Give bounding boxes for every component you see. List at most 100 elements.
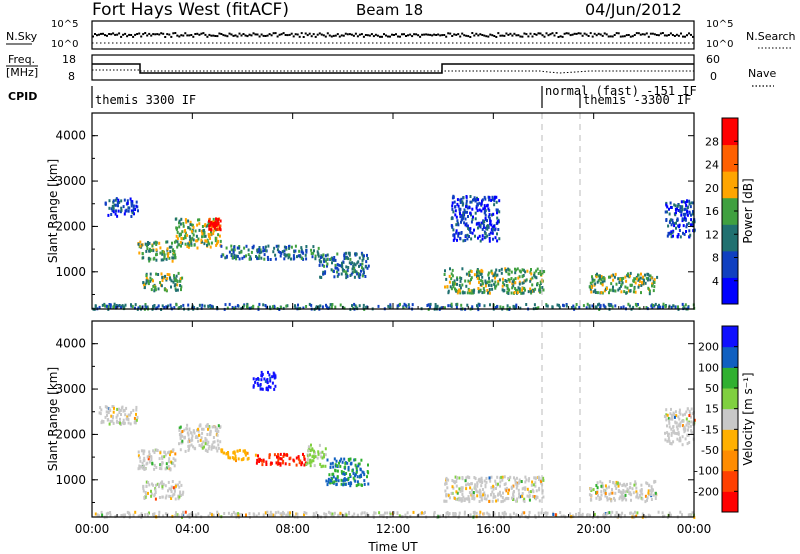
nsky-point — [374, 33, 377, 36]
data-cell-1-12 — [109, 511, 112, 514]
data-cell-0-5 — [259, 248, 262, 252]
data-cell-1-8 — [485, 476, 488, 480]
nsky-point — [260, 33, 263, 36]
data-cell-0-2 — [191, 236, 194, 240]
data-cell-1-0 — [118, 411, 121, 414]
nsky-point — [236, 35, 239, 38]
data-cell-0-8 — [594, 291, 597, 294]
data-cell-0-11 — [466, 303, 469, 307]
data-cell-0-8 — [640, 291, 642, 295]
data-cell-1-5 — [309, 464, 312, 468]
data-cell-0-7 — [477, 269, 480, 273]
data-cell-0-10 — [453, 237, 456, 241]
data-cell-0-11 — [427, 303, 430, 307]
data-cell-1-1 — [152, 449, 155, 453]
data-cell-1-12 — [647, 513, 650, 517]
data-cell-0-11 — [169, 303, 172, 307]
nsky-point — [469, 36, 472, 38]
data-cell-1-7 — [168, 487, 171, 491]
data-cell-0-10 — [461, 216, 464, 220]
data-cell-0-5 — [240, 250, 243, 254]
nsky-point — [437, 33, 440, 36]
data-cell-1-12 — [360, 512, 363, 516]
data-cell-1-12 — [237, 512, 240, 516]
data-cell-1-1 — [137, 467, 140, 471]
data-cell-0-10 — [495, 200, 498, 204]
data-cell-1-11 — [266, 381, 269, 385]
data-cell-1-4 — [303, 457, 306, 461]
data-cell-0-5 — [235, 254, 238, 258]
data-cell-1-6 — [329, 481, 332, 485]
data-cell-1-12 — [331, 512, 334, 516]
x-tick-label: 12:00 — [376, 522, 411, 536]
data-cell-0-8 — [601, 283, 604, 287]
data-cell-0-10 — [462, 239, 465, 243]
data-cell-1-8 — [447, 494, 450, 498]
data-cell-0-6 — [357, 272, 360, 276]
data-cell-0-10 — [485, 226, 487, 230]
data-cell-0-9 — [669, 218, 672, 222]
nsky-point — [116, 33, 119, 36]
data-cell-0-10 — [476, 209, 479, 213]
data-cell-0-7 — [535, 276, 538, 280]
data-cell-1-3 — [246, 451, 249, 455]
nsky-point — [531, 35, 534, 38]
data-cell-1-6 — [332, 475, 335, 479]
data-cell-0-0 — [126, 199, 129, 203]
data-cell-0-5 — [233, 248, 236, 252]
data-cell-0-5 — [220, 244, 223, 248]
nsky-point — [358, 33, 361, 36]
nsky-point — [451, 35, 454, 37]
data-cell-1-8 — [490, 475, 493, 479]
data-cell-0-7 — [460, 277, 463, 280]
nsky-point — [621, 35, 624, 38]
data-cell-1-9 — [610, 491, 613, 495]
nsky-point — [130, 34, 133, 36]
data-cell-1-8 — [478, 500, 481, 503]
data-cell-0-7 — [518, 269, 521, 273]
data-cell-0-10 — [498, 210, 501, 214]
data-cell-0-10 — [481, 234, 484, 238]
nsky-point — [439, 34, 442, 37]
data-cell-1-9 — [654, 491, 657, 495]
nsky-point — [593, 32, 596, 35]
data-cell-1-10 — [664, 431, 666, 435]
data-cell-0-4 — [161, 275, 164, 279]
data-cell-0-9 — [689, 233, 692, 237]
data-cell-1-2 — [178, 433, 181, 436]
data-cell-1-4 — [280, 457, 283, 461]
data-cell-1-12 — [373, 511, 376, 515]
nsky-point — [671, 34, 674, 36]
data-cell-0-7 — [529, 279, 532, 283]
data-cell-1-0 — [135, 408, 138, 412]
nsky-panel-frame — [91, 20, 695, 50]
nsky-point — [499, 34, 502, 37]
data-cell-0-11 — [327, 306, 330, 310]
nsky-point — [453, 33, 456, 36]
data-cell-0-2 — [189, 237, 192, 241]
data-cell-1-11 — [267, 370, 269, 374]
data-cell-0-10 — [490, 223, 493, 227]
data-cell-0-2 — [208, 222, 210, 226]
data-cell-1-12 — [478, 513, 481, 517]
data-cell-1-12 — [448, 512, 451, 516]
data-cell-1-12 — [602, 513, 605, 517]
nsky-point — [503, 34, 506, 37]
data-cell-0-2 — [190, 239, 193, 243]
nsky-point — [268, 33, 271, 36]
data-cell-1-6 — [340, 482, 343, 486]
data-cell-1-4 — [279, 457, 282, 461]
data-cell-0-4 — [155, 272, 158, 276]
data-cell-0-11 — [399, 302, 401, 306]
data-cell-0-9 — [683, 213, 686, 217]
data-cell-1-10 — [677, 415, 680, 419]
data-cell-1-2 — [187, 444, 190, 448]
nsky-point — [573, 32, 576, 35]
data-cell-1-7 — [179, 492, 182, 496]
data-cell-1-8 — [499, 490, 501, 494]
data-cell-1-12 — [134, 510, 137, 514]
nsky-point — [148, 32, 151, 35]
nsky-point — [543, 35, 546, 38]
data-cell-0-10 — [498, 237, 501, 241]
data-cell-0-10 — [477, 198, 480, 202]
